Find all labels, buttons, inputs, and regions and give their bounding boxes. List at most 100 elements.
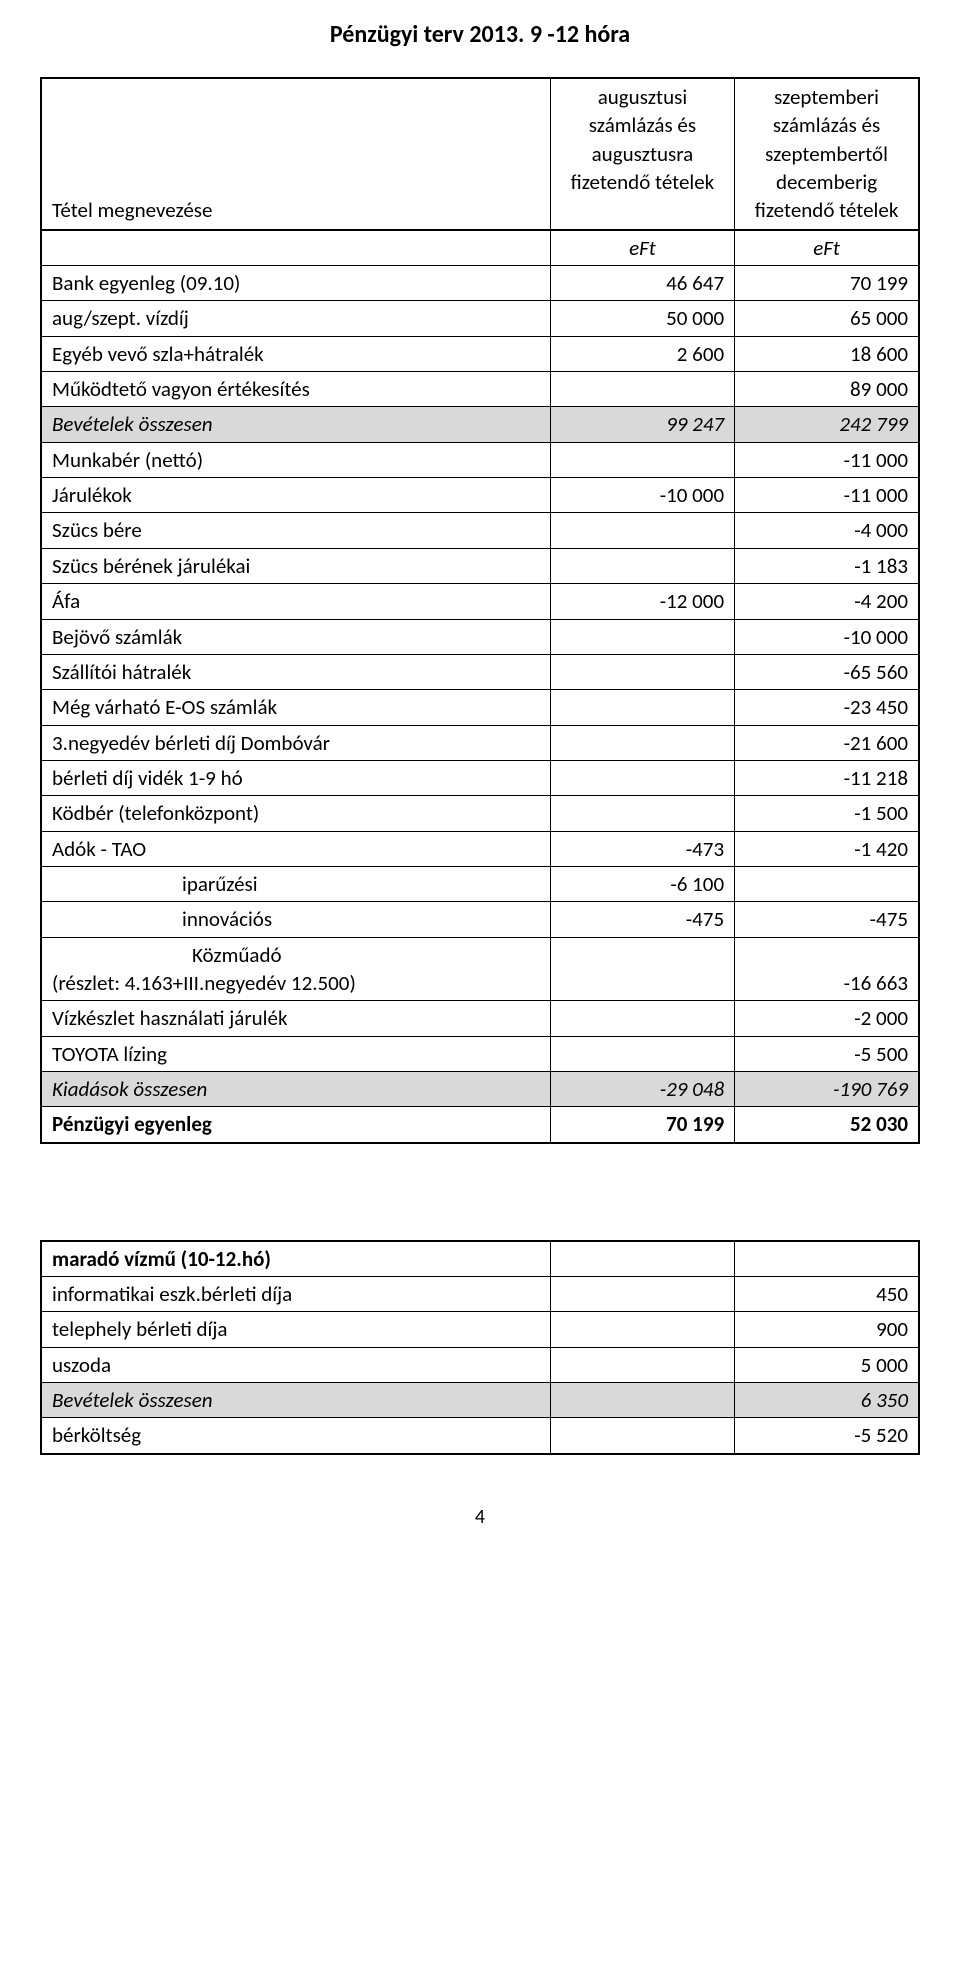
table-header-row: Tétel megnevezése augusztusi számlázás é… xyxy=(41,78,919,230)
row-label: informatikai eszk.bérleti díja xyxy=(41,1277,550,1312)
row-value xyxy=(550,619,734,654)
row-value xyxy=(550,442,734,477)
table-row: Bejövő számlák -10 000 xyxy=(41,619,919,654)
table-row: Áfa -12 000 -4 200 xyxy=(41,584,919,619)
unit-cell: eFt xyxy=(735,230,919,266)
row-value xyxy=(550,725,734,760)
row-value: 900 xyxy=(735,1312,919,1347)
subtotal-row: Bevételek összesen 6 350 xyxy=(41,1383,919,1418)
row-label: Pénzügyi egyenleg xyxy=(41,1107,550,1143)
row-value: 70 199 xyxy=(735,266,919,301)
row-label: Munkabér (nettó) xyxy=(41,442,550,477)
table-row: uszoda 5 000 xyxy=(41,1347,919,1382)
row-value xyxy=(550,1001,734,1036)
row-value: -1 500 xyxy=(735,796,919,831)
row-value: 65 000 xyxy=(735,301,919,336)
row-label: Szállítói hátralék xyxy=(41,654,550,689)
row-value: -11 000 xyxy=(735,478,919,513)
row-label: Még várható E-OS számlák xyxy=(41,690,550,725)
row-value: -16 663 xyxy=(735,937,919,1001)
row-value: -23 450 xyxy=(735,690,919,725)
row-value: -10 000 xyxy=(735,619,919,654)
row-value xyxy=(550,760,734,795)
table-row: Vízkészlet használati járulék -2 000 xyxy=(41,1001,919,1036)
table-row: Munkabér (nettó) -11 000 xyxy=(41,442,919,477)
row-value: -190 769 xyxy=(735,1071,919,1106)
section-heading-row: maradó vízmű (10-12.hó) xyxy=(41,1241,919,1277)
row-value: 6 350 xyxy=(735,1383,919,1418)
row-value: 89 000 xyxy=(735,372,919,407)
table-row: Közműadó (részlet: 4.163+III.negyedév 12… xyxy=(41,937,919,1001)
unit-cell: eFt xyxy=(550,230,734,266)
table-row: aug/szept. vízdíj 50 000 65 000 xyxy=(41,301,919,336)
row-value: -6 100 xyxy=(550,866,734,901)
financial-table: Tétel megnevezése augusztusi számlázás é… xyxy=(40,77,920,1455)
table-row: Még várható E-OS számlák -23 450 xyxy=(41,690,919,725)
row-value xyxy=(550,796,734,831)
row-value: -5 500 xyxy=(735,1036,919,1071)
row-label: telephely bérleti díja xyxy=(41,1312,550,1347)
row-label: bérleti díj vidék 1-9 hó xyxy=(41,760,550,795)
page-title: Pénzügyi terv 2013. 9 -12 hóra xyxy=(40,20,920,49)
row-label: Kiadások összesen xyxy=(41,1071,550,1106)
row-label: Bank egyenleg (09.10) xyxy=(41,266,550,301)
table-row: Járulékok -10 000 -11 000 xyxy=(41,478,919,513)
row-label: Bevételek összesen xyxy=(41,1383,550,1418)
row-value: -10 000 xyxy=(550,478,734,513)
subtotal-row: Kiadások összesen -29 048 -190 769 xyxy=(41,1071,919,1106)
row-label: Bevételek összesen xyxy=(41,407,550,442)
row-value: -2 000 xyxy=(735,1001,919,1036)
row-value xyxy=(550,654,734,689)
row-value: -21 600 xyxy=(735,725,919,760)
table-row: bérköltség -5 520 xyxy=(41,1418,919,1454)
spacer-row xyxy=(41,1143,919,1241)
row-value: -11 218 xyxy=(735,760,919,795)
row-label: Ködbér (telefonközpont) xyxy=(41,796,550,831)
row-label: Közműadó (részlet: 4.163+III.negyedév 12… xyxy=(41,937,550,1001)
row-value: 46 647 xyxy=(550,266,734,301)
row-value xyxy=(550,937,734,1001)
section-heading: maradó vízmű (10-12.hó) xyxy=(41,1241,550,1277)
header-col-aug: augusztusi számlázás és augusztusra fize… xyxy=(550,78,734,230)
row-label: aug/szept. vízdíj xyxy=(41,301,550,336)
row-label: innovációs xyxy=(41,902,550,937)
table-row: TOYOTA lízing -5 500 xyxy=(41,1036,919,1071)
row-value: -473 xyxy=(550,831,734,866)
table-row: Ködbér (telefonközpont) -1 500 xyxy=(41,796,919,831)
row-value: 450 xyxy=(735,1277,919,1312)
row-value: -11 000 xyxy=(735,442,919,477)
total-row: Pénzügyi egyenleg 70 199 52 030 xyxy=(41,1107,919,1143)
table-row: Működtető vagyon értékesítés 89 000 xyxy=(41,372,919,407)
row-value: -5 520 xyxy=(735,1418,919,1454)
row-label: Járulékok xyxy=(41,478,550,513)
row-value: 242 799 xyxy=(735,407,919,442)
row-value: -1 420 xyxy=(735,831,919,866)
row-value: -475 xyxy=(735,902,919,937)
row-label: 3.negyedév bérleti díj Dombóvár xyxy=(41,725,550,760)
row-value xyxy=(550,513,734,548)
row-value: 99 247 xyxy=(550,407,734,442)
row-label: Bejövő számlák xyxy=(41,619,550,654)
row-value: -65 560 xyxy=(735,654,919,689)
row-value: 18 600 xyxy=(735,336,919,371)
row-label: Vízkészlet használati járulék xyxy=(41,1001,550,1036)
row-value xyxy=(735,866,919,901)
row-value: 52 030 xyxy=(735,1107,919,1143)
row-value xyxy=(550,1036,734,1071)
row-label: uszoda xyxy=(41,1347,550,1382)
row-value: 50 000 xyxy=(550,301,734,336)
row-label: Egyéb vevő szla+hátralék xyxy=(41,336,550,371)
row-value: 5 000 xyxy=(735,1347,919,1382)
table-row: innovációs -475 -475 xyxy=(41,902,919,937)
header-col-sep: szeptemberi számlázás és szeptembertől d… xyxy=(735,78,919,230)
row-label: Szücs bérének járulékai xyxy=(41,548,550,583)
kozmuado-line2: (részlet: 4.163+III.negyedév 12.500) xyxy=(52,969,540,997)
table-row: Bank egyenleg (09.10) 46 647 70 199 xyxy=(41,266,919,301)
row-value: -12 000 xyxy=(550,584,734,619)
header-col-label: Tétel megnevezése xyxy=(41,78,550,230)
row-value: 2 600 xyxy=(550,336,734,371)
table-row: telephely bérleti díja 900 xyxy=(41,1312,919,1347)
table-row: 3.negyedév bérleti díj Dombóvár -21 600 xyxy=(41,725,919,760)
row-value: -475 xyxy=(550,902,734,937)
row-label: Adók - TAO xyxy=(41,831,550,866)
